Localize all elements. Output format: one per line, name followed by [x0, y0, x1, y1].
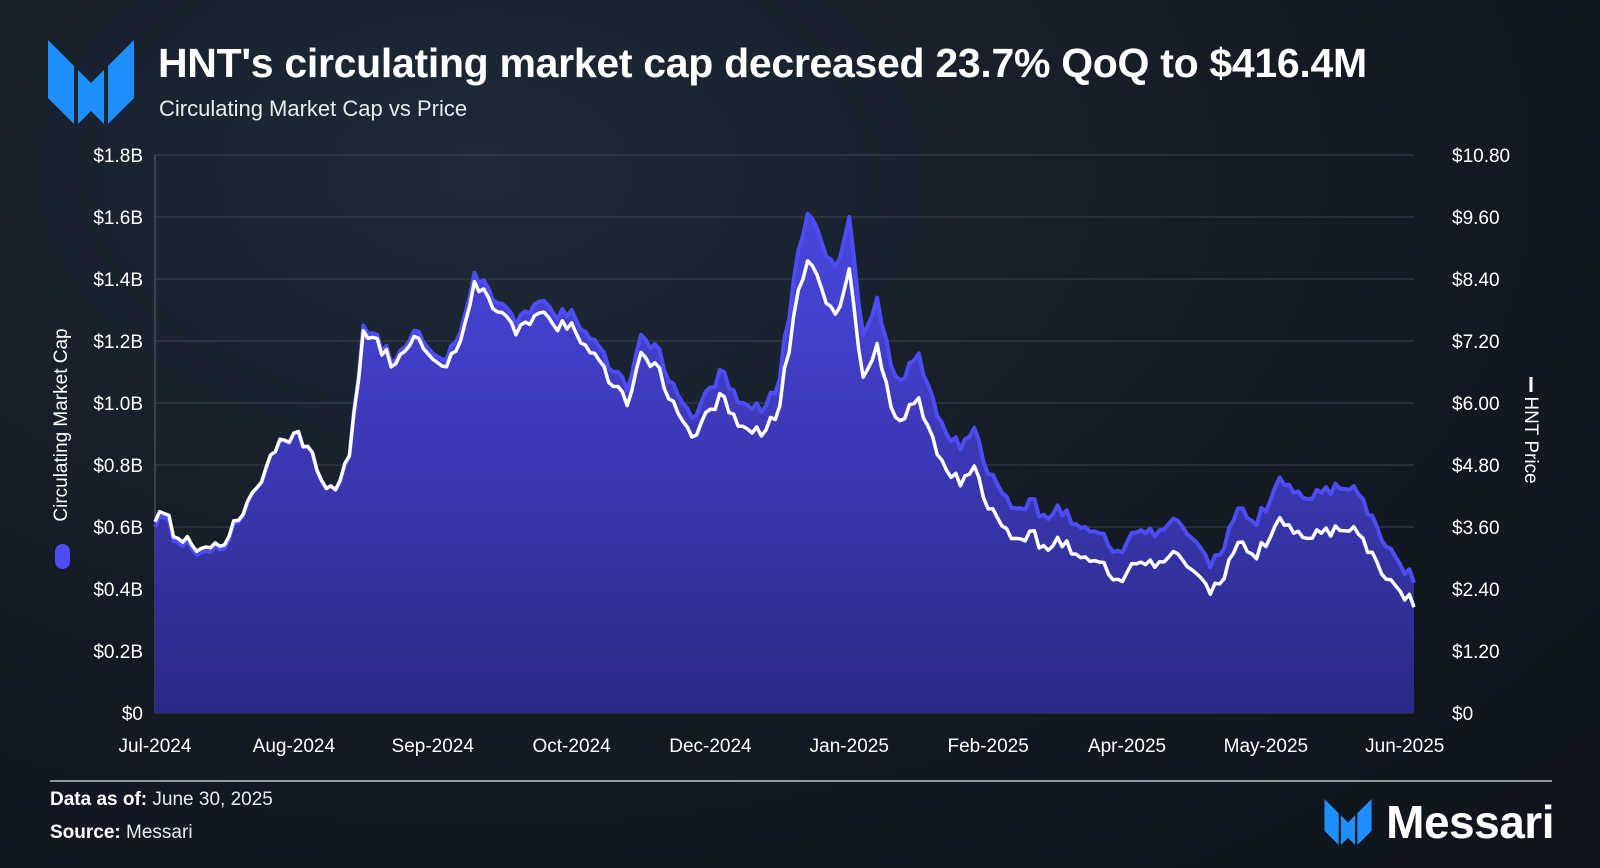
x-tick-label: Jul-2024	[119, 736, 192, 757]
chart-title: HNT's circulating market cap decreased 2…	[158, 40, 1367, 86]
left-axis-label: Circulating Market Cap	[51, 328, 72, 521]
right-tick-label: $1.20	[1452, 642, 1500, 663]
right-axis-ticks: $0 $1.20 $2.40 $3.60 $4.80 $6.00 $7.20 $8.40 $9.…	[1452, 146, 1510, 725]
right-axis-label-group: HNT Price	[1520, 396, 1541, 483]
left-tick-label: $0.8B	[93, 456, 143, 477]
left-tick-label: $0.4B	[93, 580, 143, 601]
hnt-price-line	[153, 259, 1416, 608]
data-as-of: Data as of: June 30, 2025	[50, 789, 273, 810]
x-tick-label: Feb-2025	[947, 736, 1028, 757]
x-axis-ticks: Jul-2024 Aug-2024 Sep-2024 Oct-2024 Dec-2024…	[119, 736, 1445, 757]
x-tick-label: Jun-2025	[1365, 736, 1444, 757]
x-tick-label: May-2025	[1224, 736, 1309, 757]
right-tick-label: $9.60	[1452, 208, 1500, 229]
left-tick-label: $1.2B	[93, 332, 143, 353]
x-tick-label: Jan-2025	[810, 736, 889, 757]
brand-name: Messari	[1386, 796, 1554, 848]
left-tick-label: $1.4B	[93, 270, 143, 291]
right-tick-label: $3.60	[1452, 518, 1500, 539]
source-line: Source: Messari	[50, 822, 193, 843]
left-axis-label-group: Circulating Market Cap	[51, 328, 72, 521]
market-cap-line	[153, 211, 1416, 584]
right-axis-label: HNT Price	[1520, 396, 1541, 483]
right-tick-label: $2.40	[1452, 580, 1500, 601]
footer-divider	[50, 780, 1552, 782]
x-tick-label: Oct-2024	[533, 736, 612, 757]
right-tick-label: $7.20	[1452, 332, 1500, 353]
right-tick-label: $10.80	[1452, 146, 1510, 167]
x-tick-label: Dec-2024	[669, 736, 752, 757]
brand-mark: Messari	[1324, 795, 1554, 849]
messari-logo-icon	[48, 40, 134, 124]
messari-brand-icon	[1324, 799, 1372, 845]
chart-subtitle: Circulating Market Cap vs Price	[159, 96, 468, 121]
x-tick-label: Aug-2024	[253, 736, 336, 757]
left-tick-label: $0.6B	[93, 518, 143, 539]
left-axis-ticks: $0 $0.2B $0.4B $0.6B $0.8B $1.0B $1.2B $1.4B $1.…	[93, 146, 143, 725]
left-tick-label: $1.8B	[93, 146, 143, 167]
market-cap-area	[155, 213, 1414, 713]
left-tick-label: $0	[122, 704, 143, 725]
x-tick-label: Sep-2024	[392, 736, 475, 757]
right-tick-label: $6.00	[1452, 394, 1500, 415]
left-tick-label: $0.2B	[93, 642, 143, 663]
left-tick-label: $1.0B	[93, 394, 143, 415]
left-axis-legend-swatch	[55, 544, 70, 569]
x-tick-label: Apr-2025	[1088, 736, 1166, 757]
right-tick-label: $8.40	[1452, 270, 1500, 291]
right-tick-label: $4.80	[1452, 456, 1500, 477]
right-tick-label: $0	[1452, 704, 1473, 725]
left-tick-label: $1.6B	[93, 208, 143, 229]
